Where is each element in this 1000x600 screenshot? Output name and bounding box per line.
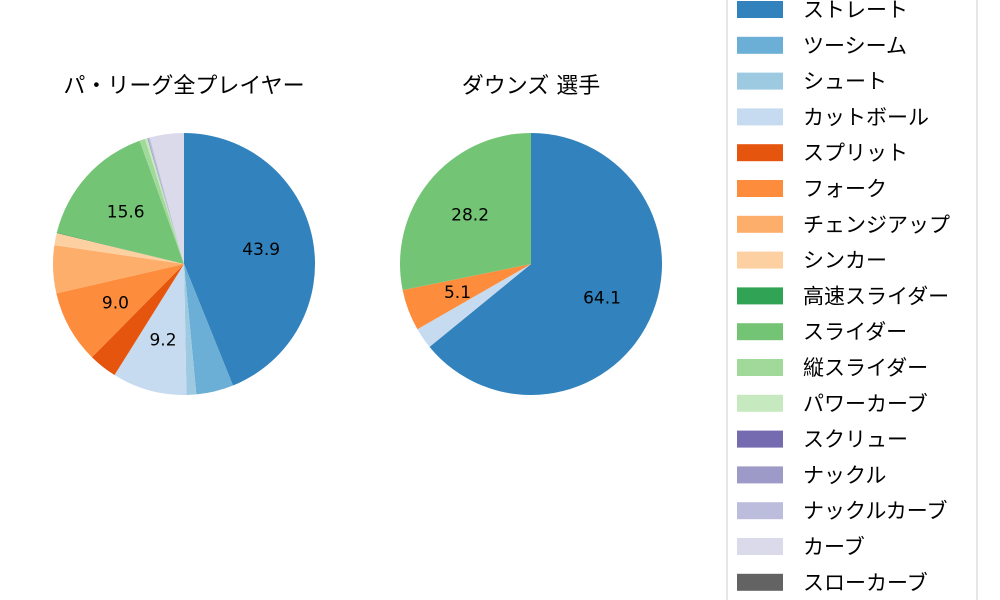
- pie-slice: [417, 264, 531, 347]
- legend-label: スクリュー: [803, 428, 908, 452]
- legend-entry: シュート: [737, 70, 887, 94]
- slice-value-label: 9.0: [102, 293, 129, 313]
- slice-value-label: 15.6: [107, 202, 145, 222]
- legend-swatch: [737, 251, 783, 269]
- legend-swatch: [737, 36, 783, 54]
- legend-entry: スライダー: [737, 320, 907, 344]
- legend-entry: カーブ: [737, 535, 865, 559]
- pie-league-all-players: パ・リーグ全プレイヤー 43.9 9.2 9.0 15.6: [53, 74, 316, 396]
- pie-slice: [184, 133, 316, 386]
- legend-swatch: [737, 538, 783, 555]
- legend-label: スプリット: [803, 141, 908, 165]
- legend-label: ナックルカーブ: [803, 499, 947, 523]
- legend-entry: フォーク: [737, 177, 887, 201]
- pie-slice: [429, 133, 662, 395]
- legend-label: カーブ: [803, 535, 865, 559]
- legend-swatch: [737, 359, 783, 376]
- pie-slice: [91, 264, 184, 376]
- pie-slice: [114, 264, 187, 396]
- slice-value-label: 5.1: [444, 283, 471, 303]
- legend: ストレートツーシームシュートカットボールスプリットフォークチェンジアップシンカー…: [726, 0, 978, 600]
- legend-label: 高速スライダー: [803, 284, 949, 308]
- legend-entry: ナックル: [737, 463, 886, 487]
- pie-slice: [56, 264, 185, 358]
- pie-slice: [56, 232, 184, 264]
- pie-slice: [145, 138, 184, 264]
- pie-slice: [149, 133, 184, 264]
- legend-entry: ストレート: [737, 0, 908, 22]
- pie-player-downs: ダウンズ 選手 64.1 5.1 28.2: [400, 74, 662, 395]
- legend-label: スローカーブ: [803, 571, 928, 595]
- pie-slice: [139, 138, 184, 264]
- legend-label: シンカー: [803, 249, 887, 273]
- pie-slice: [184, 264, 197, 395]
- legend-label: ストレート: [803, 0, 908, 22]
- pie-slice: [400, 133, 531, 291]
- legend-frame: [726, 0, 978, 600]
- pie-slice: [147, 137, 184, 264]
- legend-swatch: [737, 72, 783, 90]
- legend-entry: カットボール: [737, 105, 929, 129]
- legend-entry: 縦スライダー: [737, 356, 928, 380]
- legend-label: チェンジアップ: [803, 213, 950, 237]
- legend-swatch: [737, 215, 783, 233]
- pie-title-player: ダウンズ 選手: [462, 74, 601, 99]
- legend-entry: チェンジアップ: [737, 213, 950, 237]
- pie-slice: [54, 233, 185, 264]
- slice-value-label: 64.1: [583, 289, 621, 309]
- legend-swatch: [737, 502, 783, 520]
- legend-swatch: [737, 1, 783, 18]
- legend-swatch: [737, 430, 783, 448]
- pie-title-league: パ・リーグ全プレイヤー: [63, 74, 304, 99]
- pie-slice: [56, 140, 184, 264]
- pie-slice: [53, 245, 184, 294]
- legend-label: ツーシーム: [803, 34, 907, 58]
- legend-swatch: [737, 108, 783, 126]
- pie-slice: [402, 264, 531, 330]
- slice-value-label: 9.2: [149, 331, 176, 351]
- legend-label: フォーク: [803, 177, 887, 201]
- legend-swatch: [737, 394, 783, 412]
- legend-label: ナックル: [803, 463, 886, 487]
- legend-entry: スローカーブ: [737, 571, 928, 595]
- legend-label: シュート: [803, 70, 887, 94]
- legend-swatch: [737, 144, 783, 162]
- legend-swatch: [737, 287, 783, 305]
- slice-value-label: 28.2: [451, 205, 489, 225]
- slice-value-label: 43.9: [242, 240, 280, 260]
- legend-entry: パワーカーブ: [737, 392, 928, 416]
- pie-slice: [147, 138, 184, 264]
- legend-swatch: [737, 323, 783, 341]
- legend-swatch: [737, 573, 783, 591]
- pie-slice: [184, 264, 233, 395]
- legend-entry: スクリュー: [737, 428, 908, 452]
- legend-swatch: [737, 180, 783, 197]
- legend-entry: ツーシーム: [737, 34, 907, 58]
- legend-entry: シンカー: [737, 249, 887, 273]
- legend-label: スライダー: [803, 320, 907, 344]
- legend-entry: スプリット: [737, 141, 908, 165]
- legend-label: カットボール: [803, 105, 929, 129]
- legend-swatch: [737, 466, 783, 484]
- legend-entry: ナックルカーブ: [737, 499, 947, 523]
- pie-slice: [148, 137, 184, 264]
- legend-label: パワーカーブ: [803, 392, 928, 416]
- legend-entry: 高速スライダー: [737, 284, 949, 308]
- legend-label: 縦スライダー: [803, 356, 928, 380]
